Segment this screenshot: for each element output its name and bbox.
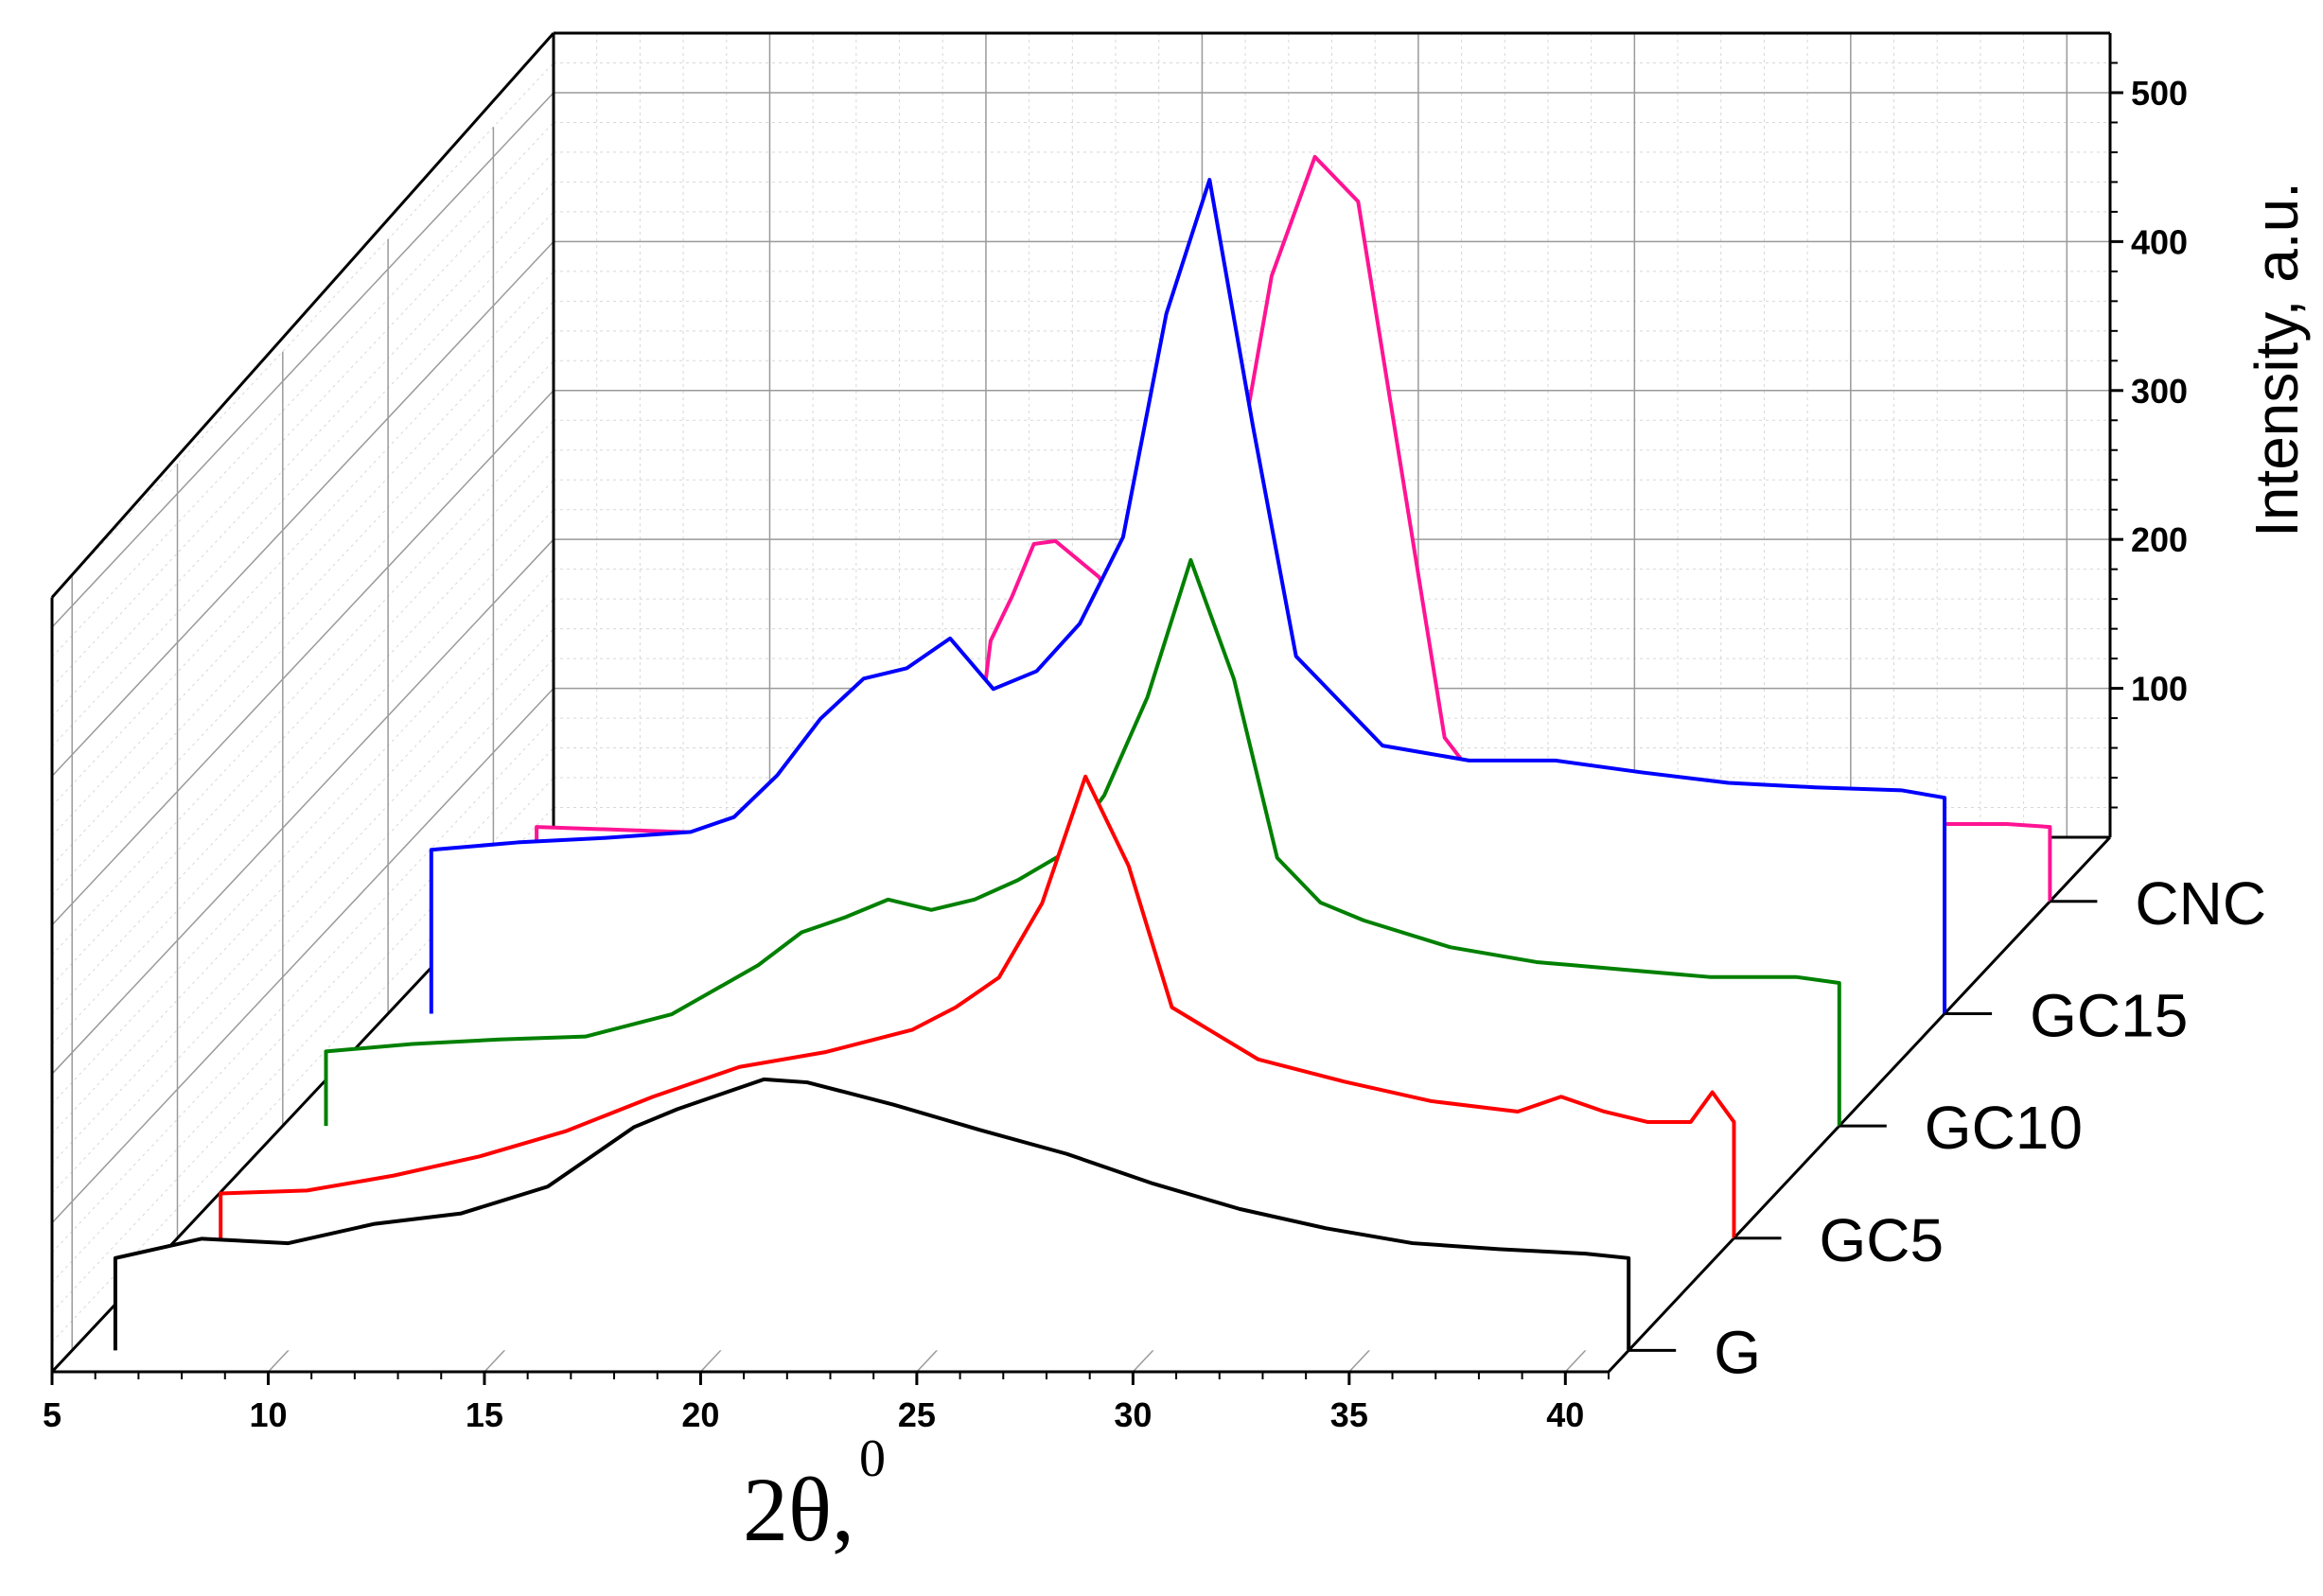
- series-axis-label-G: G: [1714, 1318, 1761, 1386]
- series-axis-label-CNC: CNC: [2135, 869, 2266, 938]
- major-grid-line: [51, 688, 554, 1224]
- minor-grid-line: [51, 479, 554, 1015]
- y-tick-label: 400: [2131, 222, 2188, 261]
- plot-frame-edge: [1607, 835, 2112, 1374]
- series-fill-CNC: [537, 156, 2050, 902]
- x-tick-label: 40: [1546, 1395, 1584, 1434]
- minor-grid-line: [51, 569, 554, 1105]
- minor-grid-line: [51, 509, 554, 1045]
- y-tick-label: 200: [2131, 520, 2188, 559]
- y-tick-label: 100: [2131, 670, 2188, 709]
- series-fill-G: [114, 1079, 1629, 1351]
- major-grid-line: [51, 538, 554, 1075]
- minor-grid-line: [51, 747, 554, 1283]
- minor-grid-line: [51, 62, 554, 598]
- x-tick-label: 15: [466, 1395, 503, 1434]
- y-tick-label: 500: [2131, 74, 2188, 113]
- minor-grid-line: [51, 658, 554, 1194]
- x-tick-label: 10: [249, 1395, 287, 1434]
- major-grid-line: [51, 240, 554, 777]
- x-axis-title: 2θ,: [743, 1459, 854, 1560]
- y-axis-title: Intensity, a.u.: [2243, 182, 2311, 537]
- y-tick-label: 300: [2131, 372, 2188, 411]
- minor-grid-line: [51, 330, 554, 867]
- plot-frame-edge: [50, 32, 555, 599]
- x-tick-label: 35: [1330, 1395, 1368, 1434]
- series-fill-GC5: [220, 776, 1734, 1238]
- x-tick-label: 20: [681, 1395, 719, 1434]
- series-axis-label-GC5: GC5: [1820, 1206, 1945, 1274]
- series-line-G: [113, 1077, 1631, 1351]
- minor-grid-line: [51, 300, 554, 836]
- minor-grid-line: [51, 419, 554, 956]
- x-axis-title-superscript: 0: [859, 1429, 886, 1488]
- minor-grid-line: [51, 598, 554, 1134]
- x-tick-label: 5: [43, 1395, 62, 1434]
- minor-grid-line: [51, 628, 554, 1164]
- series-line-GC15: [429, 177, 1947, 1014]
- minor-grid-line: [51, 182, 554, 717]
- minor-grid-line: [51, 271, 554, 807]
- major-grid-line: [51, 390, 554, 926]
- x-tick-label: 30: [1114, 1395, 1152, 1434]
- minor-grid-line: [51, 717, 554, 1254]
- x-tick-label: 25: [898, 1395, 936, 1434]
- series-axis-label-GC10: GC10: [1925, 1094, 2083, 1162]
- minor-grid-line: [51, 211, 554, 747]
- series-axis-label-GC15: GC15: [2030, 981, 2188, 1049]
- major-grid-line: [51, 92, 554, 628]
- series-line-GC5: [219, 774, 1736, 1238]
- minor-grid-line: [51, 122, 554, 658]
- minor-grid-line: [51, 449, 554, 986]
- minor-grid-line: [51, 360, 554, 896]
- minor-grid-line: [51, 151, 554, 688]
